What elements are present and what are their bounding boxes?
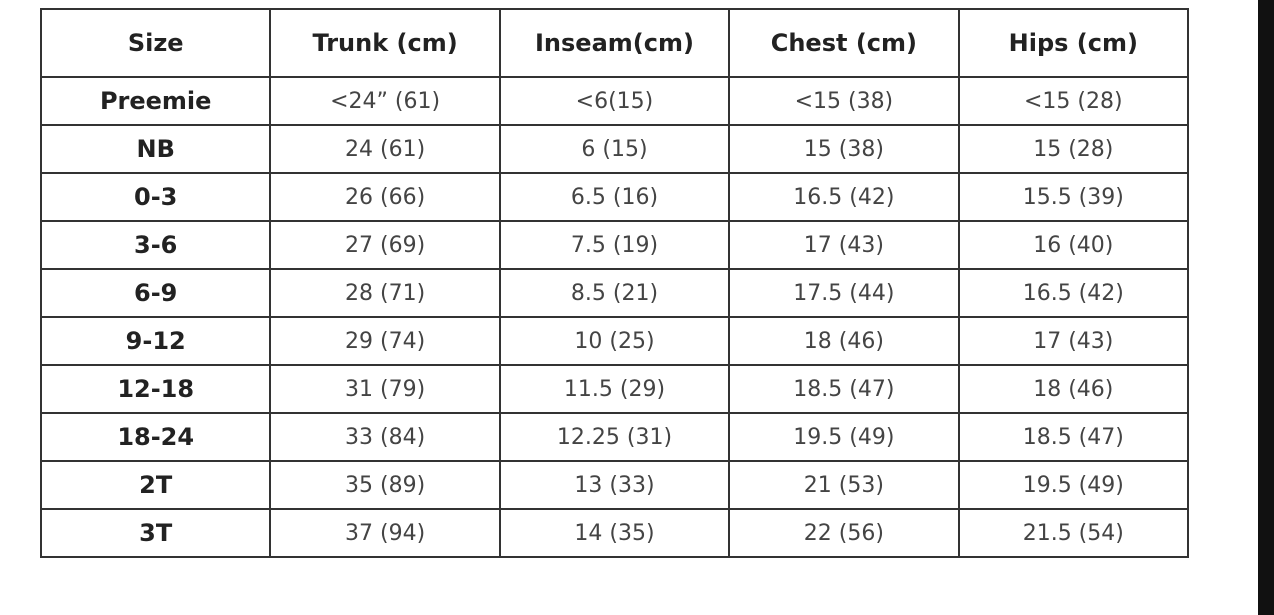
table-row: 0-3 26 (66) 6.5 (16) 16.5 (42) 15.5 (39) xyxy=(39,172,1190,222)
measure-cell: <6(15) xyxy=(498,76,731,126)
measure-cell: 13 (33) xyxy=(498,460,731,510)
table-row: Preemie <24” (61) <6(15) <15 (38) <15 (28) xyxy=(39,76,1190,126)
table-row: NB 24 (61) 6 (15) 15 (38) 15 (28) xyxy=(39,124,1190,174)
header-cell: Chest (cm) xyxy=(728,8,960,78)
measure-cell: 26 (66) xyxy=(269,172,501,222)
size-table: Size Trunk (cm) Inseam(cm) Chest (cm) Hips (… xyxy=(39,8,1190,558)
measure-cell: 8.5 (21) xyxy=(498,268,731,318)
table-row: 3-6 27 (69) 7.5 (19) 17 (43) 16 (40) xyxy=(39,220,1190,270)
table-row: 9-12 29 (74) 10 (25) 18 (46) 17 (43) xyxy=(39,316,1190,366)
measure-cell: 14 (35) xyxy=(498,508,731,558)
measure-cell: 15.5 (39) xyxy=(957,172,1190,222)
size-cell: 3-6 xyxy=(39,220,272,270)
measure-cell: 35 (89) xyxy=(269,460,501,510)
measure-cell: 11.5 (29) xyxy=(498,364,731,414)
measure-cell: 17.5 (44) xyxy=(728,268,960,318)
header-row: Size Trunk (cm) Inseam(cm) Chest (cm) Hips (… xyxy=(39,8,1190,78)
measure-cell: <15 (28) xyxy=(957,76,1190,126)
measure-cell: 6.5 (16) xyxy=(498,172,731,222)
measure-cell: 17 (43) xyxy=(728,220,960,270)
table-row: 6-9 28 (71) 8.5 (21) 17.5 (44) 16.5 (42) xyxy=(39,268,1190,318)
size-cell: 6-9 xyxy=(39,268,272,318)
measure-cell: 7.5 (19) xyxy=(498,220,731,270)
table-body: Preemie <24” (61) <6(15) <15 (38) <15 (28) NB… xyxy=(39,76,1190,558)
measure-cell: 19.5 (49) xyxy=(728,412,960,462)
measure-cell: 21 (53) xyxy=(728,460,960,510)
size-cell: 2T xyxy=(39,460,272,510)
size-cell: NB xyxy=(39,124,272,174)
size-cell: Preemie xyxy=(39,76,272,126)
size-cell: 12-18 xyxy=(39,364,272,414)
measure-cell: 19.5 (49) xyxy=(957,460,1190,510)
header-cell: Size xyxy=(39,8,272,78)
size-cell: 9-12 xyxy=(39,316,272,366)
measure-cell: 33 (84) xyxy=(269,412,501,462)
table-row: 3T 37 (94) 14 (35) 22 (56) 21.5 (54) xyxy=(39,508,1190,558)
measure-cell: <15 (38) xyxy=(728,76,960,126)
header-cell: Inseam(cm) xyxy=(498,8,731,78)
measure-cell: 10 (25) xyxy=(498,316,731,366)
measure-cell: 21.5 (54) xyxy=(957,508,1190,558)
measure-cell: 18 (46) xyxy=(957,364,1190,414)
screen-edge xyxy=(1258,0,1274,615)
size-chart: Size Trunk (cm) Inseam(cm) Chest (cm) Hips (… xyxy=(39,8,1190,558)
header-cell: Trunk (cm) xyxy=(269,8,501,78)
measure-cell: 16.5 (42) xyxy=(728,172,960,222)
size-cell: 18-24 xyxy=(39,412,272,462)
table-row: 18-24 33 (84) 12.25 (31) 19.5 (49) 18.5 (47) xyxy=(39,412,1190,462)
measure-cell: 24 (61) xyxy=(269,124,501,174)
measure-cell: 17 (43) xyxy=(957,316,1190,366)
table-row: 2T 35 (89) 13 (33) 21 (53) 19.5 (49) xyxy=(39,460,1190,510)
measure-cell: 31 (79) xyxy=(269,364,501,414)
measure-cell: 29 (74) xyxy=(269,316,501,366)
measure-cell: <24” (61) xyxy=(269,76,501,126)
measure-cell: 27 (69) xyxy=(269,220,501,270)
measure-cell: 16.5 (42) xyxy=(957,268,1190,318)
measure-cell: 12.25 (31) xyxy=(498,412,731,462)
table-row: 12-18 31 (79) 11.5 (29) 18.5 (47) 18 (46) xyxy=(39,364,1190,414)
measure-cell: 18.5 (47) xyxy=(728,364,960,414)
measure-cell: 28 (71) xyxy=(269,268,501,318)
measure-cell: 37 (94) xyxy=(269,508,501,558)
size-cell: 0-3 xyxy=(39,172,272,222)
size-cell: 3T xyxy=(39,508,272,558)
measure-cell: 15 (28) xyxy=(957,124,1190,174)
measure-cell: 15 (38) xyxy=(728,124,960,174)
measure-cell: 16 (40) xyxy=(957,220,1190,270)
measure-cell: 22 (56) xyxy=(728,508,960,558)
measure-cell: 6 (15) xyxy=(498,124,731,174)
measure-cell: 18 (46) xyxy=(728,316,960,366)
header-cell: Hips (cm) xyxy=(957,8,1190,78)
measure-cell: 18.5 (47) xyxy=(957,412,1190,462)
